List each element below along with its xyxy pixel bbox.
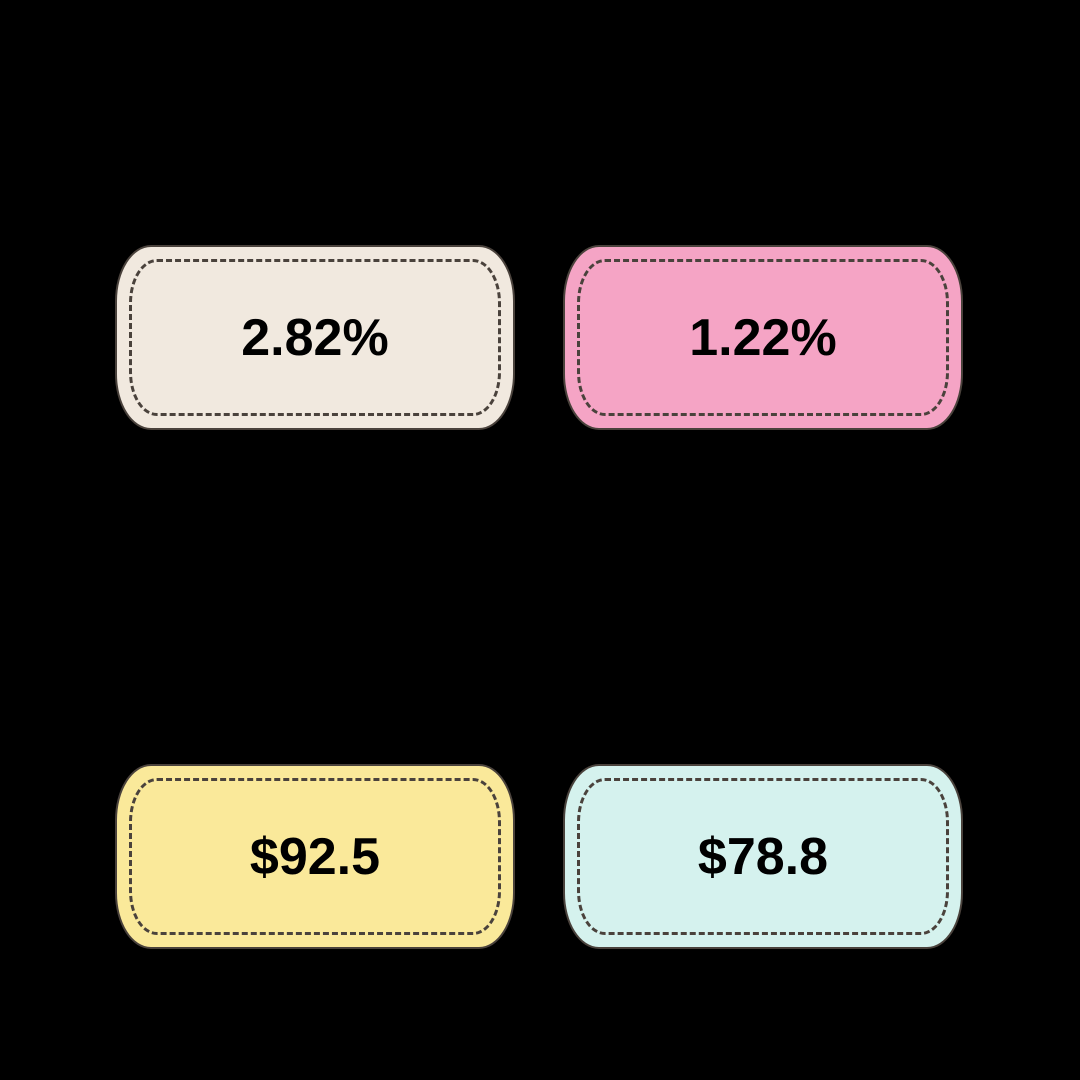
card-top-left: 2.82% (115, 245, 515, 430)
infographic-stage: 2.82% 1.22% $92.5 $78.8 (0, 0, 1080, 1080)
card-bottom-left: $92.5 (115, 764, 515, 949)
card-top-right: 1.22% (563, 245, 963, 430)
card-value: $78.8 (563, 764, 963, 949)
card-value: 1.22% (563, 245, 963, 430)
card-bottom-right: $78.8 (563, 764, 963, 949)
card-value: $92.5 (115, 764, 515, 949)
card-value: 2.82% (115, 245, 515, 430)
